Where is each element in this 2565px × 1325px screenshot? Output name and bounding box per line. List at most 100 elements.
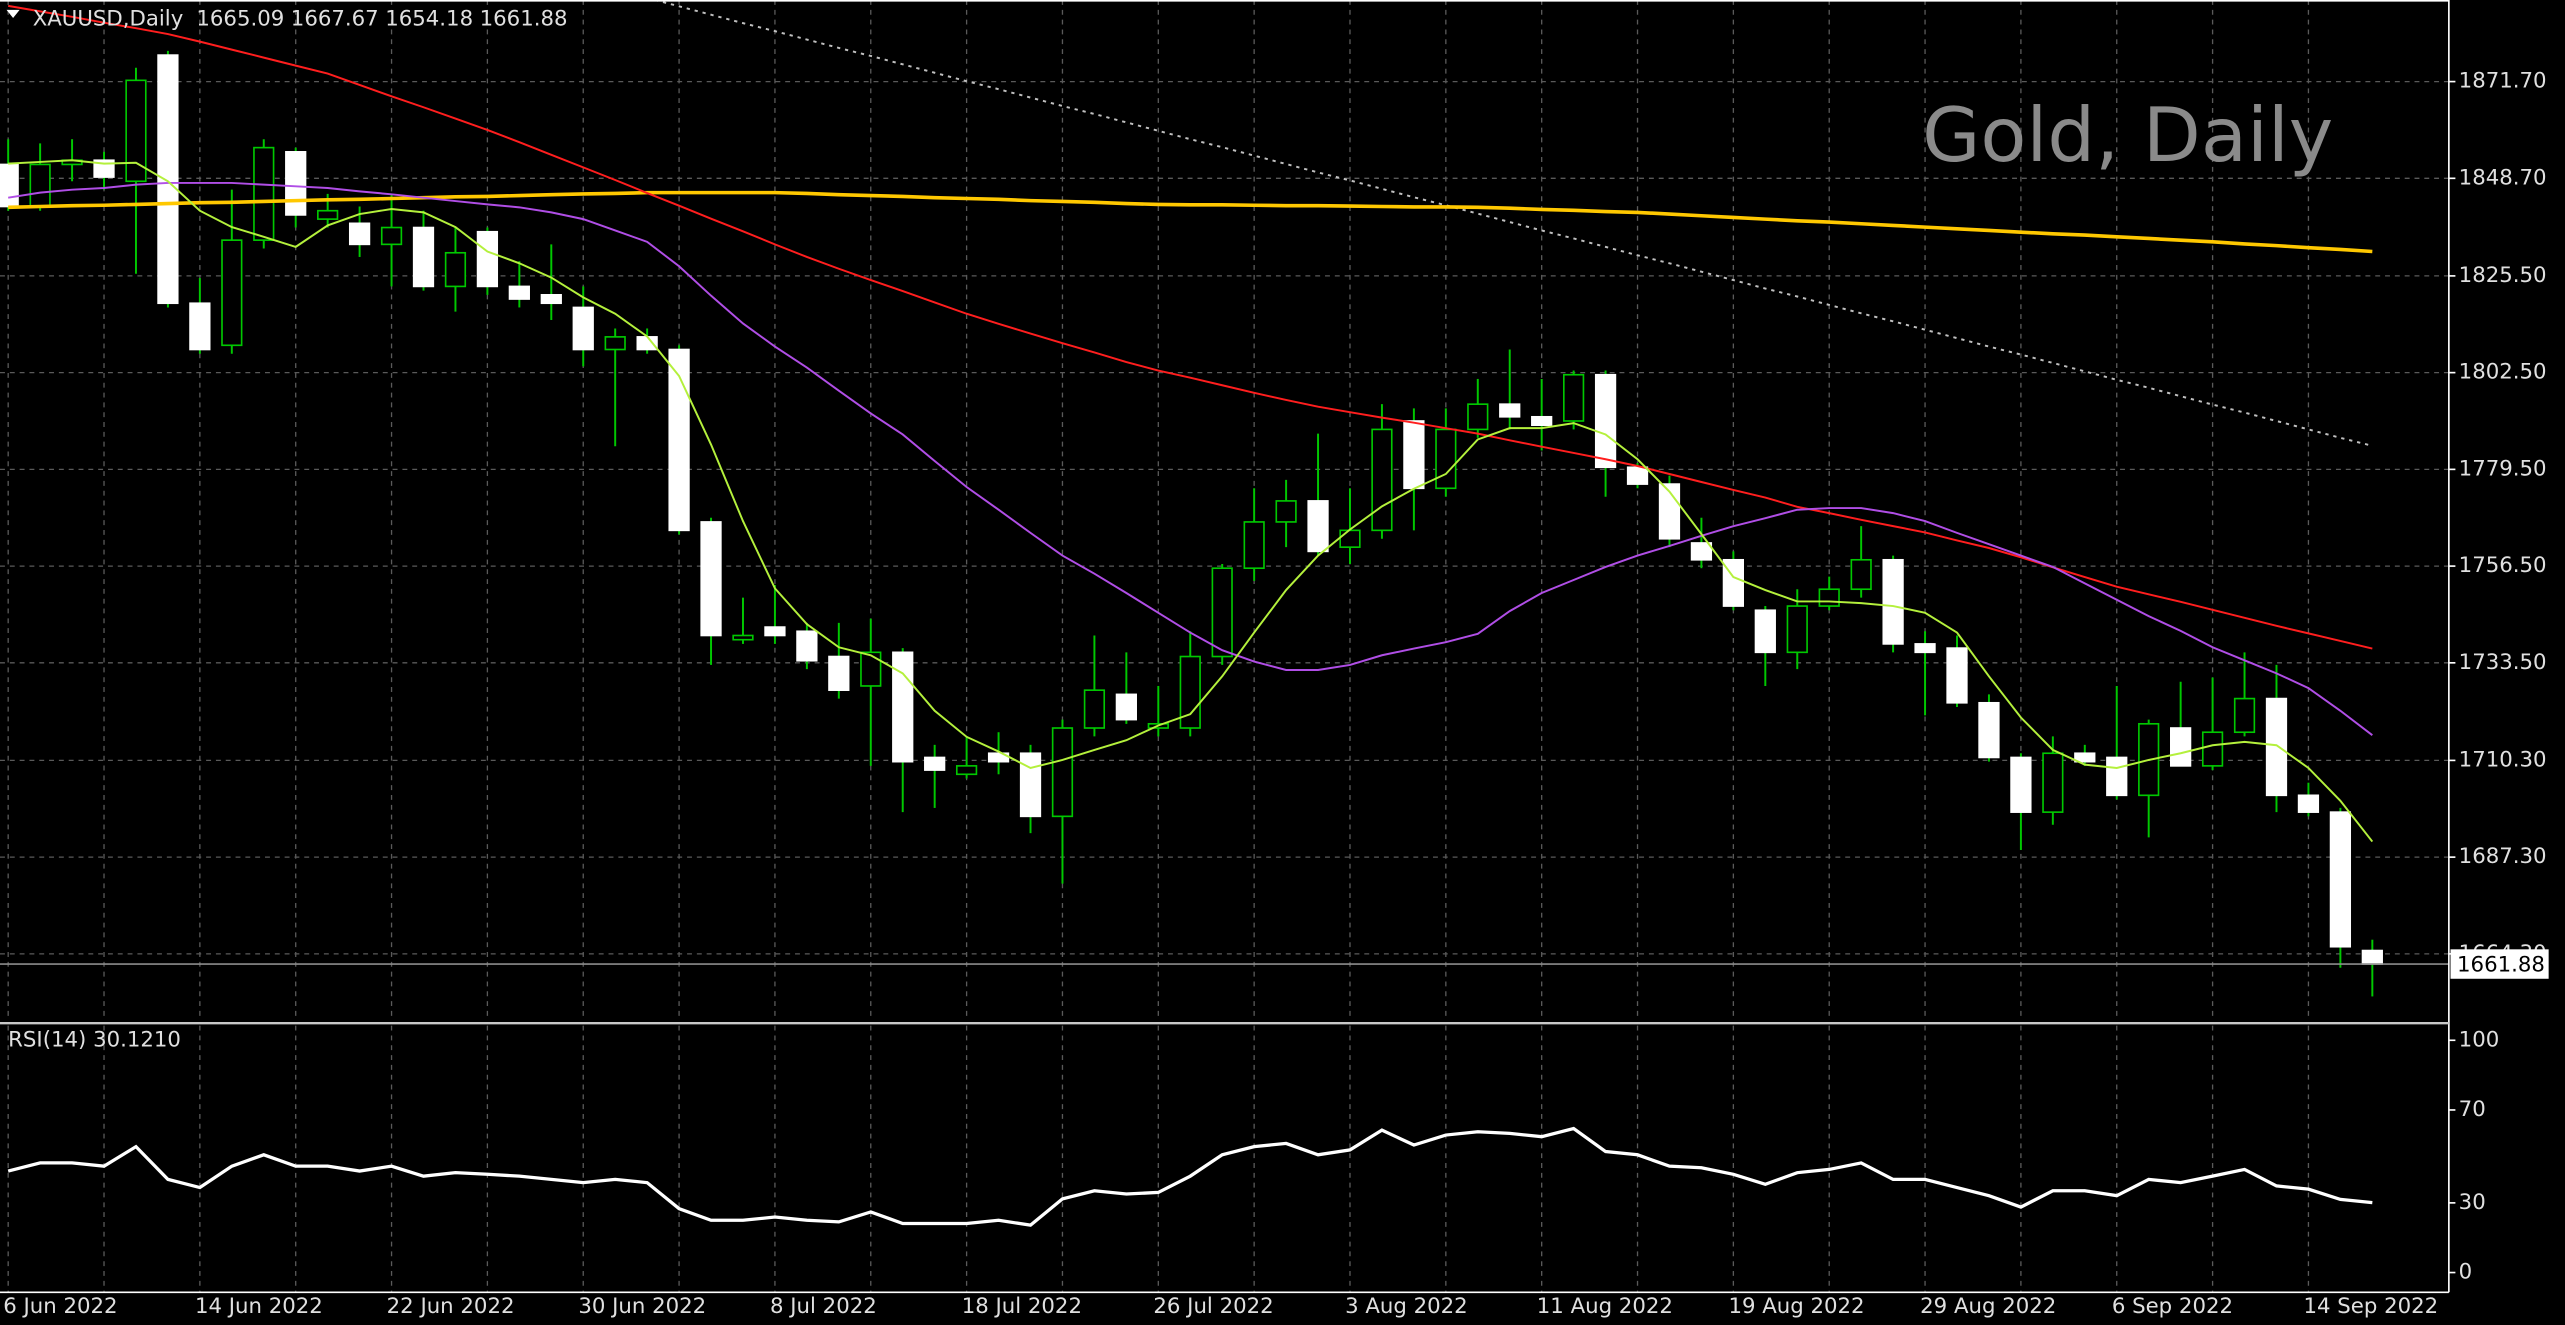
candle-body <box>1786 605 1808 654</box>
candle-body <box>2170 727 2192 767</box>
candle-body <box>189 302 211 351</box>
candle-body <box>796 630 818 662</box>
line-series <box>8 181 2373 736</box>
candle-body <box>1275 500 1297 523</box>
candle-body <box>1754 609 1776 654</box>
y-tick-label: 1733.50 <box>2459 650 2547 675</box>
candle-body <box>2042 752 2064 813</box>
x-tick-label: 22 Jun 2022 <box>387 1294 515 1319</box>
y-tick-label: 30 <box>2459 1190 2486 1215</box>
symbol: XAUUSD,Daily <box>33 7 184 32</box>
x-tick-label: 19 Aug 2022 <box>1728 1294 1864 1319</box>
collapse-arrow[interactable] <box>6 9 20 18</box>
candle-body <box>1690 542 1713 561</box>
line-series <box>8 4 2373 650</box>
candle-body <box>1019 752 1042 818</box>
candle-body <box>1307 500 1329 553</box>
header-close: 1661.88 <box>480 7 568 32</box>
candle-body <box>604 336 626 351</box>
candle-body <box>732 634 754 641</box>
candle-body <box>1371 428 1393 532</box>
candle-body <box>924 756 946 771</box>
candle-body <box>317 209 339 220</box>
price-panel <box>0 0 2449 997</box>
candle-body <box>1850 558 1872 591</box>
candle-body <box>1051 727 1074 818</box>
candle-body <box>1978 701 2000 759</box>
line-series <box>7 1126 2373 1227</box>
x-tick-label: 6 Jun 2022 <box>3 1294 117 1319</box>
candle-body <box>0 163 19 208</box>
y-tick-label: 1802.50 <box>2459 360 2547 385</box>
rsi-panel <box>7 1126 2373 1227</box>
candle-body <box>1914 643 1936 654</box>
candle-body <box>1339 529 1361 548</box>
header-open: 1665.09 <box>196 7 284 32</box>
x-tick-label: 14 Sep 2022 <box>2304 1294 2439 1319</box>
candle-body <box>955 765 978 776</box>
candle-body <box>2106 756 2128 797</box>
price-label: 1661.88 <box>2457 953 2545 978</box>
y-tick-label: 1779.50 <box>2459 456 2547 481</box>
candle-body <box>2201 731 2224 767</box>
x-tick-label: 6 Sep 2022 <box>2112 1294 2233 1319</box>
y-tick-label: 1756.50 <box>2459 553 2547 578</box>
x-tick-label: 14 Jun 2022 <box>195 1294 323 1319</box>
y-tick-label: 1687.30 <box>2459 844 2547 869</box>
x-tick-label: 11 Aug 2022 <box>1537 1294 1673 1319</box>
candle-body <box>2329 811 2352 948</box>
candle-body <box>125 79 147 183</box>
watermark: Gold, Daily <box>1922 91 2333 179</box>
header-low: 1654.18 <box>385 7 473 32</box>
candle-body <box>1179 655 1201 729</box>
candle-body <box>508 285 530 300</box>
y-tick-label: 70 <box>2459 1097 2486 1122</box>
chart-header: XAUUSD,Daily 1665.09 1667.67 1654.18 1661.88 <box>33 7 568 32</box>
candle-body <box>1467 403 1489 431</box>
candle-body <box>1211 567 1233 658</box>
line-series <box>651 0 2373 447</box>
rsi-title: RSI(14) 30.1210 <box>8 1027 181 1052</box>
candle-body <box>2297 794 2320 813</box>
y-tick-label: 100 <box>2459 1027 2500 1052</box>
candle-body <box>476 230 499 288</box>
candle-body <box>828 655 850 691</box>
candle-body <box>1499 403 1521 418</box>
candle-body <box>157 54 179 305</box>
candle-body <box>2361 949 2383 965</box>
header-high: 1667.67 <box>291 7 379 32</box>
candle-body <box>1243 521 1265 570</box>
candle-body <box>444 251 467 288</box>
candle-body <box>253 146 275 241</box>
candle-body <box>2233 697 2256 734</box>
line-series <box>8 159 2374 843</box>
candle-body <box>285 151 307 216</box>
x-tick-label: 3 Aug 2022 <box>1345 1294 1468 1319</box>
y-tick-label: 1825.50 <box>2459 263 2547 288</box>
candle-body <box>1531 415 1553 427</box>
candle-body <box>764 626 786 637</box>
price-label-box <box>2450 949 2549 979</box>
candle-body <box>29 163 51 208</box>
candle-body <box>412 226 435 288</box>
candle-body <box>572 306 594 351</box>
candle-body <box>1594 373 1617 469</box>
candle-body <box>1083 689 1106 729</box>
candle-body <box>1818 588 1840 607</box>
candle-body <box>221 239 243 347</box>
x-tick-label: 8 Jul 2022 <box>770 1294 877 1319</box>
candle-body <box>2010 756 2032 813</box>
y-tick-label: 0 <box>2459 1260 2473 1285</box>
x-tick-label: 29 Aug 2022 <box>1920 1294 2056 1319</box>
candle-body <box>1882 558 1904 645</box>
x-tick-label: 18 Jul 2022 <box>962 1294 1082 1319</box>
candle-body <box>380 226 403 246</box>
candle-body <box>1562 373 1585 422</box>
candle-body <box>1403 420 1425 490</box>
candle-body <box>668 348 690 532</box>
x-tick-label: 26 Jul 2022 <box>1153 1294 1273 1319</box>
candle-body <box>2074 752 2096 763</box>
